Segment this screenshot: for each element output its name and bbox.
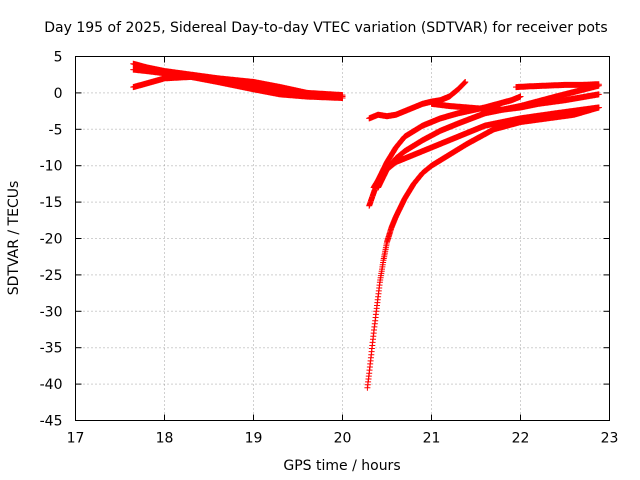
- y-axis-label: SDTVAR / TECUs: [6, 181, 22, 296]
- x-tick-label: 18: [156, 431, 174, 447]
- x-axis-label: GPS time / hours: [283, 458, 400, 474]
- y-tick-label: -30: [40, 304, 63, 320]
- x-tick-label: 17: [67, 431, 85, 447]
- x-tick-label: 20: [334, 431, 352, 447]
- y-tick-label: -20: [40, 232, 63, 248]
- data-point-markers: [130, 73, 346, 100]
- y-tick-label: -25: [40, 268, 63, 284]
- y-tick-label: 5: [54, 50, 63, 66]
- series-arc-10: [513, 81, 602, 91]
- grid: [75, 56, 610, 421]
- x-tick-label: 22: [512, 431, 530, 447]
- series-arc-3: [130, 73, 346, 100]
- tick-labels: 17 18 19 20 21 22 23 5 0 -5 -10 -15 -20 -25 -30 -35 -40 -…: [40, 50, 619, 447]
- y-tick-label: -15: [40, 195, 63, 211]
- y-tick-label: 0: [54, 86, 63, 102]
- y-tick-label: -35: [40, 341, 63, 357]
- y-tick-label: -10: [40, 159, 63, 175]
- plot-frame: [75, 56, 610, 421]
- chart-title: Day 195 of 2025, Sidereal Day-to-day VTE…: [44, 20, 607, 36]
- x-tick-label: 21: [423, 431, 441, 447]
- data-point-markers: [428, 91, 602, 113]
- x-tick-label: 23: [601, 431, 619, 447]
- series-arc-9: [428, 91, 602, 113]
- data-point-markers: [364, 104, 602, 391]
- x-tick-label: 19: [245, 431, 263, 447]
- data-point-markers: [370, 104, 602, 191]
- series-arc-7: [370, 104, 602, 191]
- y-tick-label: -40: [40, 377, 63, 393]
- data-points: [130, 60, 602, 391]
- data-point-markers: [513, 81, 602, 91]
- y-tick-label: -45: [40, 414, 63, 430]
- y-tick-label: -5: [49, 122, 63, 138]
- series-arc-8: [364, 104, 602, 391]
